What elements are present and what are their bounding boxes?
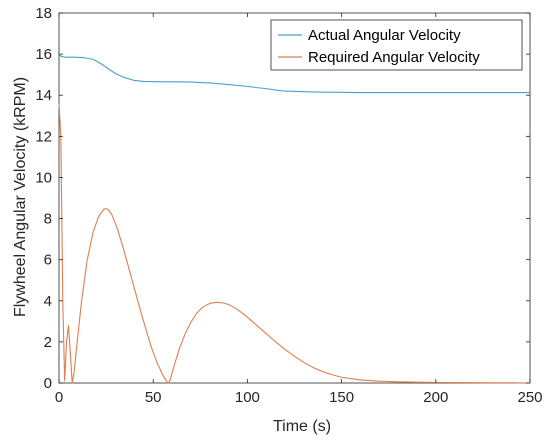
- y-tick-label: 0: [44, 375, 52, 392]
- x-axis: 0 50 100 150 200 250: [55, 13, 543, 406]
- y-tick-label: 12: [35, 128, 52, 145]
- plot-frame: [58, 12, 531, 384]
- x-tick-label: 150: [329, 389, 354, 406]
- series-line-actual: [58, 53, 530, 94]
- y-tick-label: 16: [35, 46, 52, 63]
- series-layer: [58, 53, 531, 384]
- y-tick-label: 8: [44, 211, 52, 228]
- x-tick-label: 100: [235, 389, 260, 406]
- x-tick-label: 50: [145, 389, 162, 406]
- series-line-required: [58, 103, 531, 384]
- y-tick-label: 6: [44, 252, 52, 269]
- plot-area: [58, 12, 531, 384]
- y-axis-label: Flywheel Angular Velocity (kRPM): [12, 77, 29, 317]
- legend-entry-actual: Actual Angular Velocity: [308, 27, 461, 44]
- y-tick-label: 2: [44, 334, 52, 351]
- legend: Actual Angular Velocity Required Angular…: [270, 19, 523, 71]
- y-tick-label: 4: [44, 293, 52, 310]
- y-tick-label: 14: [35, 87, 52, 104]
- x-tick-label: 0: [55, 389, 63, 406]
- x-tick-label: 250: [517, 389, 542, 406]
- x-axis-label: Time (s): [273, 418, 331, 435]
- legend-box: [270, 19, 523, 71]
- y-axis: 0 2 4 6 8 10 12 14 16 18: [35, 5, 530, 392]
- y-tick-label: 18: [35, 5, 52, 22]
- legend-entry-required: Required Angular Velocity: [308, 49, 480, 66]
- x-tick-label: 200: [423, 389, 448, 406]
- y-tick-label: 10: [35, 169, 52, 186]
